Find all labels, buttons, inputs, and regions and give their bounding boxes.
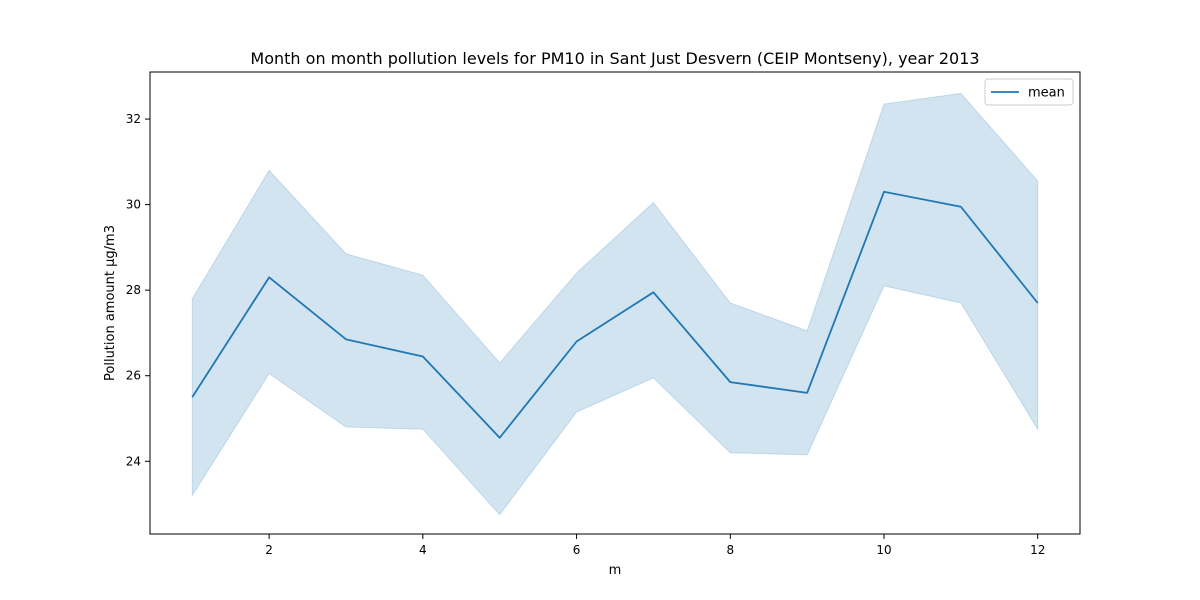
y-tick-label: 24 (126, 454, 141, 468)
x-tick-label: 2 (265, 543, 273, 557)
legend: mean (984, 78, 1074, 106)
x-tick-label: 12 (1030, 543, 1045, 557)
mean-series-line (191, 190, 1039, 439)
legend-label-mean: mean (1028, 86, 1065, 101)
confidence-band (191, 92, 1039, 516)
y-axis-label: Pollution amount µg/m3 (103, 225, 118, 381)
chart-title: Month on month pollution levels for PM10… (250, 49, 979, 68)
y-tick-label: 26 (126, 369, 141, 383)
axes-frame (149, 71, 1081, 535)
y-tick-label: 30 (126, 198, 141, 212)
y-axis-ticks: 24 26 28 30 32 (126, 112, 150, 468)
x-tick-label: 10 (876, 543, 891, 557)
x-tick-label: 4 (419, 543, 427, 557)
x-tick-label: 8 (726, 543, 734, 557)
plot-area (191, 92, 1039, 516)
y-tick-label: 32 (126, 112, 141, 126)
legend-box (984, 78, 1074, 106)
x-tick-label: 6 (573, 543, 581, 557)
y-tick-label: 28 (126, 283, 141, 297)
x-axis-label: m (609, 563, 622, 578)
x-axis-ticks: 2 4 6 8 10 12 (265, 534, 1045, 557)
